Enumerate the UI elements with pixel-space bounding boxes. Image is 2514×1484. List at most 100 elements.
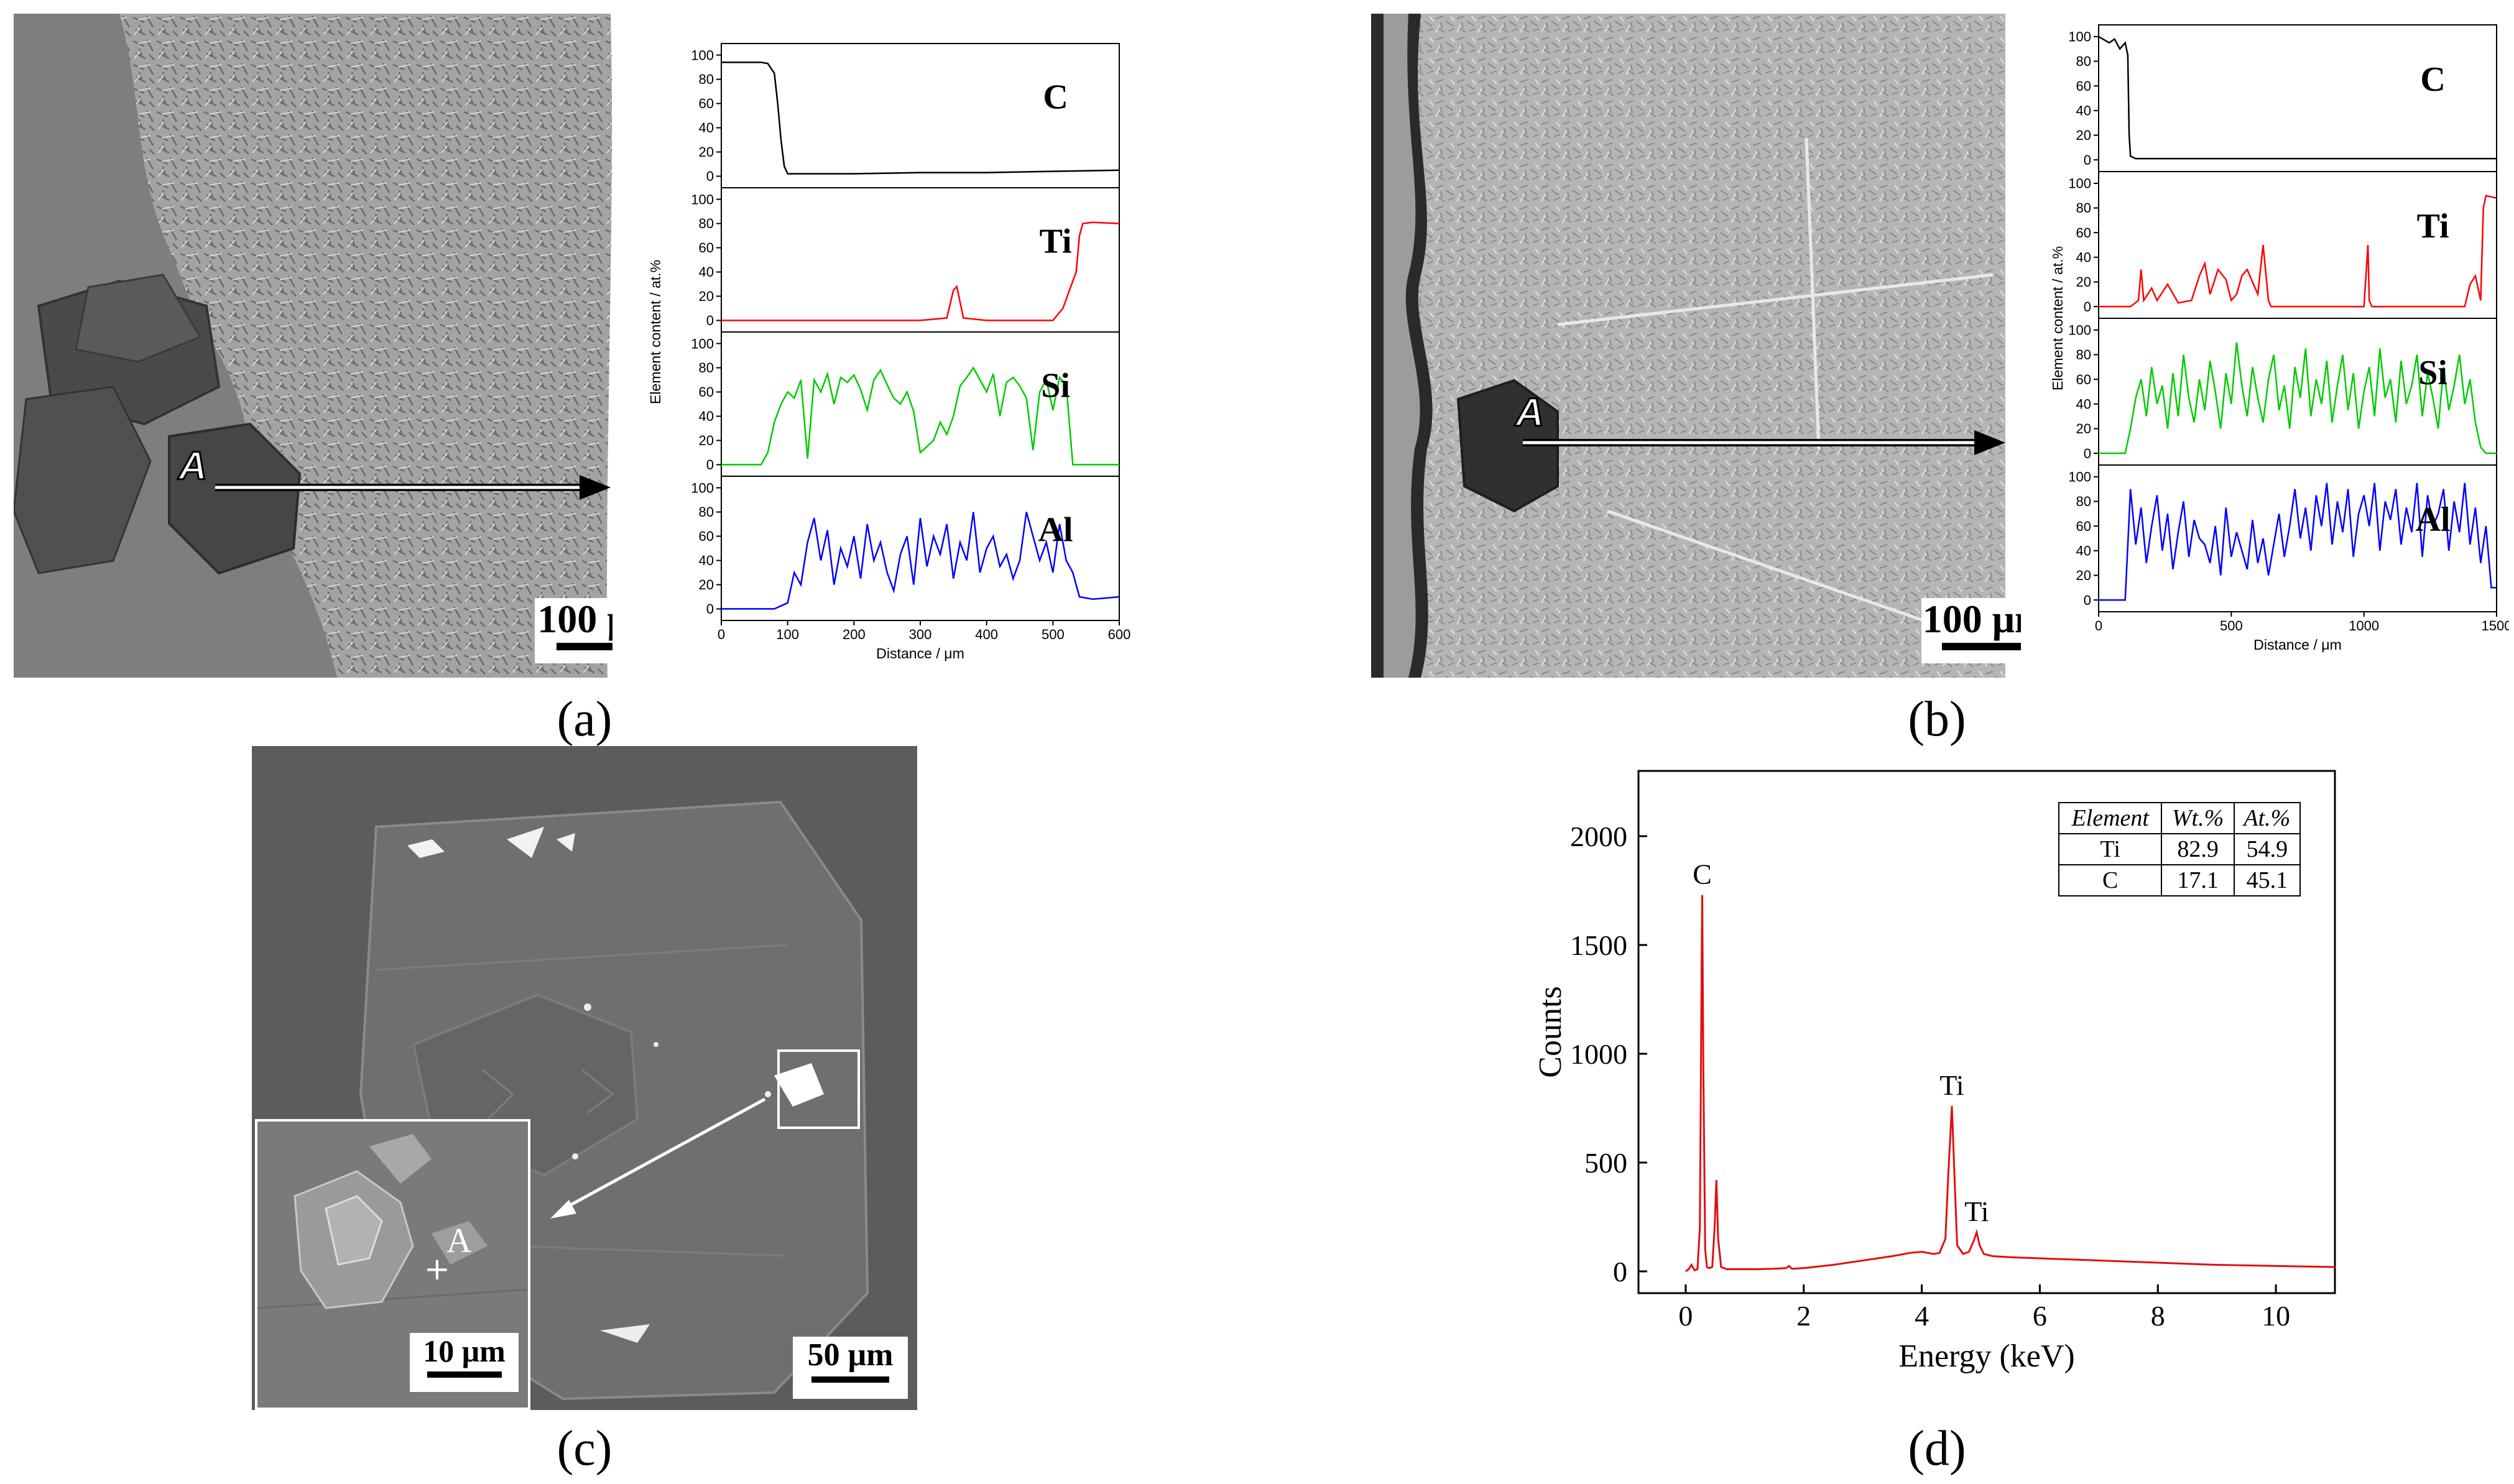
y-tick-label: 20 — [699, 288, 714, 304]
y-tick-label: 60 — [699, 384, 714, 400]
inset-point-label: A — [446, 1222, 472, 1260]
y-tick-label: 100 — [691, 191, 714, 207]
y-tick-label: 60 — [2076, 78, 2091, 94]
y-tick-label: 60 — [699, 240, 714, 256]
y-tick-label: 20 — [2076, 127, 2091, 143]
table-header: At.% — [2233, 802, 2301, 834]
inset-pointer-arrow — [550, 1097, 766, 1219]
element-label: Si — [2418, 354, 2447, 392]
series-line-Ti — [721, 221, 1120, 321]
series-line-C — [2098, 35, 2497, 160]
x-tick-label: 10 — [2262, 1300, 2290, 1332]
y-tick-label: 20 — [699, 577, 714, 592]
x-tick-label: 0 — [1678, 1300, 1693, 1332]
scale-bar-line — [1941, 643, 2021, 650]
y-tick-label: 0 — [1613, 1256, 1627, 1288]
y-tick-label: 20 — [2076, 274, 2091, 290]
y-tick-label: 20 — [2076, 568, 2091, 583]
y-tick-label: 1500 — [1570, 929, 1627, 961]
series-line-Ti — [2099, 195, 2497, 308]
inset-scale-bar-line — [427, 1371, 502, 1378]
y-tick-label: 60 — [2076, 372, 2091, 387]
panel-b-micrograph-texture — [1371, 14, 2021, 678]
y-axis-label: Element content / at.% — [2050, 246, 2066, 390]
series-line-C — [721, 62, 1120, 175]
series-line-Al — [2099, 482, 2497, 601]
y-tick-label: 0 — [706, 168, 714, 184]
y-tick-label: 500 — [1584, 1147, 1627, 1179]
inset-cross-marker: + — [424, 1251, 450, 1287]
scale-bar-line — [557, 643, 626, 650]
line-scan-subplot — [2098, 464, 2497, 612]
peak-label: C — [1693, 859, 1712, 890]
x-tick-label: 6 — [2033, 1300, 2047, 1332]
x-tick-label: 100 — [776, 627, 799, 642]
y-tick-label: 20 — [699, 433, 714, 448]
x-tick-label: 1000 — [2349, 618, 2379, 634]
x-tick-label: 400 — [975, 627, 998, 642]
table-header: Element — [2058, 802, 2163, 834]
x-tick-label: 300 — [909, 627, 932, 642]
y-tick-label: 60 — [2076, 518, 2091, 534]
scale-bar-line — [811, 1376, 889, 1383]
series-line-Si — [721, 366, 1119, 466]
element-label: C — [2420, 60, 2445, 99]
scale-bar-label: 100 μm — [1922, 597, 2021, 641]
y-tick-label: 40 — [2076, 543, 2091, 559]
panel-a-micrograph-texture — [14, 14, 626, 678]
spectrum-line — [1685, 895, 2336, 1273]
x-axis-label: Energy (keV) — [1898, 1339, 2075, 1374]
x-tick-label: 1500 — [2482, 618, 2509, 634]
x-tick-label: 2 — [1796, 1300, 1811, 1332]
y-tick-label: 40 — [699, 553, 714, 568]
inset-scale-bar: 10 μm — [410, 1333, 519, 1392]
y-tick-label: 40 — [699, 120, 714, 136]
scale-bar: 50 μm — [793, 1337, 908, 1399]
inset-image: + A 10 μm — [255, 1119, 530, 1410]
y-axis-label: Counts — [1533, 986, 1568, 1077]
series-line-Si — [2099, 342, 2497, 454]
y-tick-label: 0 — [706, 601, 714, 617]
composition-table-grid: Element Wt.% At.% Ti 82.9 54.9 C 17.1 45… — [2058, 802, 2301, 896]
panel-c-caption: (c) — [557, 1421, 612, 1476]
y-tick-label: 80 — [2076, 200, 2091, 216]
panel-b-line-scan: 0 20 40 60 80 100 C 0 20 40 60 80 100 Ti 0 20 40 60 80 100 S… — [2050, 24, 2509, 653]
y-axis-label: Element content / at.% — [647, 260, 663, 404]
panel-a-line-scan: 0 20 40 60 80 100 C 0 20 40 60 80 100 Ti 0 20 40 60 80 100 S… — [647, 43, 1131, 661]
y-tick-label: 100 — [2068, 176, 2091, 191]
x-axis-label: Distance / μm — [2253, 637, 2342, 653]
y-tick-label: 40 — [2076, 397, 2091, 412]
y-tick-label: 1000 — [1570, 1038, 1627, 1070]
series-line-Al — [721, 512, 1120, 610]
element-label: Si — [1041, 366, 1070, 405]
y-tick-label: 20 — [2076, 421, 2091, 436]
plot-frame — [1637, 770, 2336, 1294]
y-tick-label: 40 — [699, 264, 714, 280]
element-label: C — [1043, 78, 1068, 116]
scan-start-marker: A — [177, 443, 208, 489]
y-tick-label: 0 — [2084, 592, 2091, 608]
y-tick-label: 0 — [2084, 152, 2091, 168]
panel-b-micrograph: A B 100 μm — [1371, 14, 2021, 678]
y-tick-label: 80 — [699, 71, 714, 87]
x-tick-label: 0 — [718, 627, 725, 642]
y-tick-label: 80 — [2076, 347, 2091, 362]
y-tick-label: 80 — [699, 504, 714, 520]
scale-bar-label: 50 μm — [807, 1337, 894, 1373]
table-cell: 45.1 — [2233, 864, 2301, 896]
y-tick-label: 80 — [2076, 494, 2091, 509]
x-tick-label: 500 — [1042, 627, 1065, 642]
y-tick-label: 100 — [691, 336, 714, 351]
y-tick-label: 40 — [2076, 250, 2091, 265]
table-cell: C — [2058, 864, 2163, 896]
y-tick-label: 60 — [699, 528, 714, 544]
scale-bar: 100 μm — [535, 598, 626, 663]
y-tick-label: 40 — [699, 408, 714, 424]
y-tick-label: 0 — [706, 457, 714, 472]
table-cell: 82.9 — [2161, 833, 2235, 865]
scan-line-arrow — [213, 475, 611, 500]
x-tick-label: 600 — [1108, 627, 1131, 642]
scan-line-arrow — [1520, 430, 2005, 455]
y-tick-label: 100 — [2068, 469, 2091, 485]
